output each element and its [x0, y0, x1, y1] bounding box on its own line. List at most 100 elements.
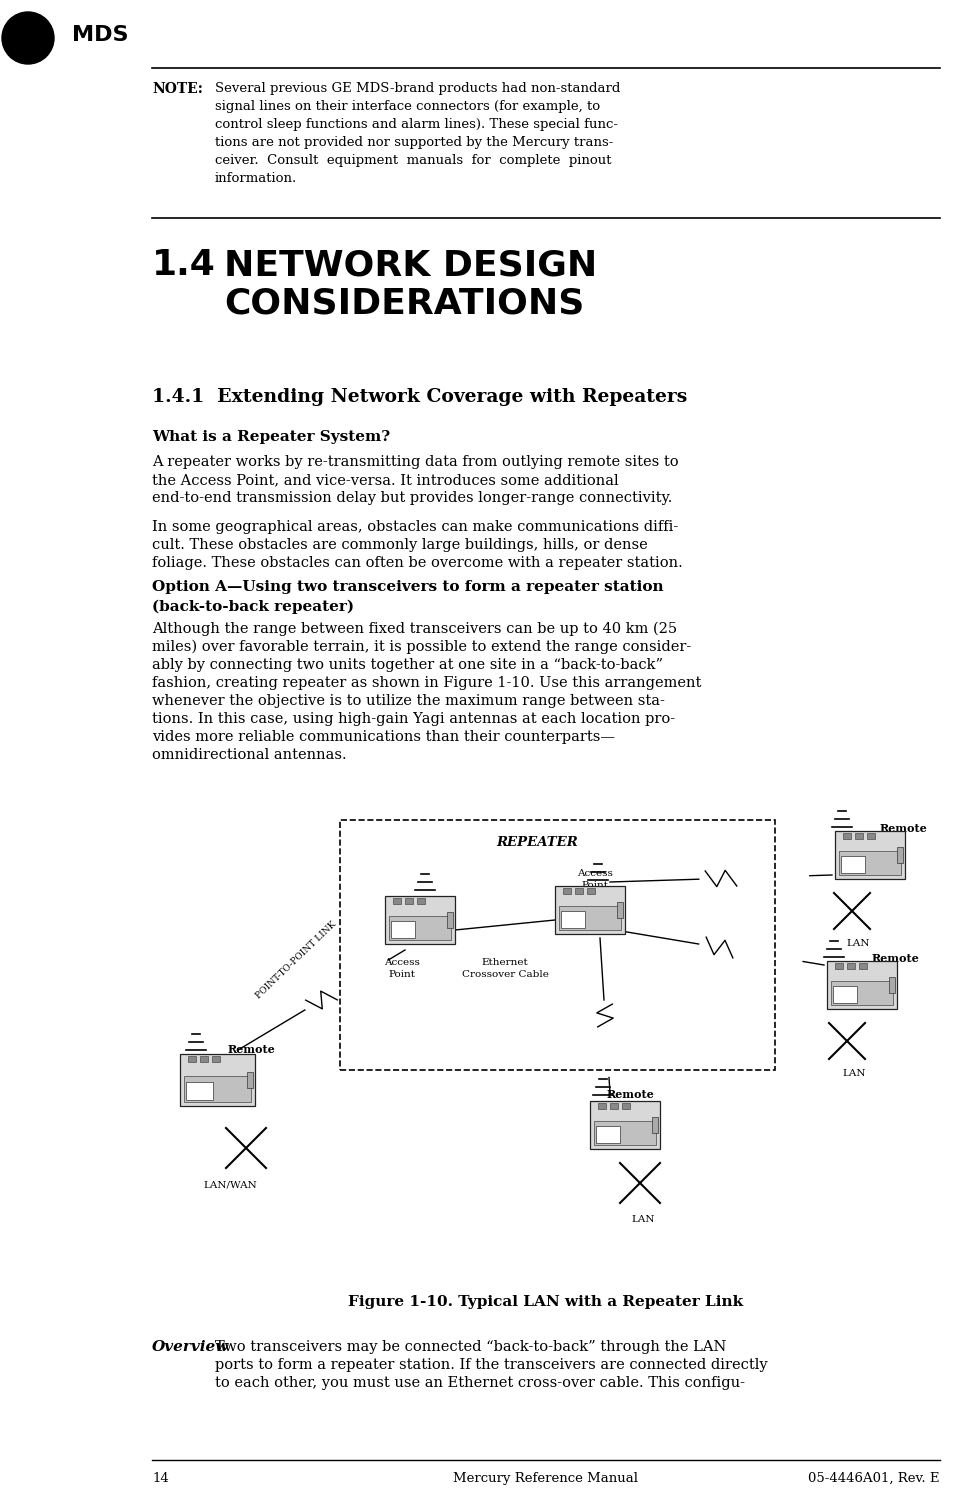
Text: Point: Point	[581, 882, 608, 891]
Text: LAN: LAN	[845, 939, 868, 948]
Bar	[555, 886, 624, 934]
Text: tions. In this case, using high-gain Yagi antennas at each location pro-: tions. In this case, using high-gain Yag…	[152, 713, 675, 726]
Bar	[187, 1082, 212, 1100]
Bar	[858, 963, 867, 969]
Text: Mercury Reference Manual: Mercury Reference Manual	[453, 1472, 638, 1485]
Bar	[447, 912, 453, 928]
Bar	[594, 1121, 655, 1145]
Text: Ethernet: Ethernet	[481, 958, 528, 967]
Bar	[184, 1076, 251, 1102]
Text: Point: Point	[388, 970, 415, 979]
Text: foliage. These obstacles can often be overcome with a repeater station.: foliage. These obstacles can often be ov…	[152, 555, 682, 570]
Text: Remote: Remote	[228, 1043, 276, 1055]
Bar	[339, 820, 775, 1070]
Text: Overview: Overview	[152, 1340, 229, 1353]
Bar	[417, 898, 424, 904]
Bar	[405, 898, 413, 904]
Text: Remote: Remote	[606, 1088, 654, 1100]
Text: What is a Repeater System?: What is a Repeater System?	[152, 430, 389, 445]
Bar	[834, 831, 904, 879]
Text: POINT-TO-POINT LINK: POINT-TO-POINT LINK	[254, 919, 338, 1000]
Bar	[388, 916, 451, 940]
Bar	[826, 961, 896, 1009]
Bar	[621, 1103, 630, 1109]
Bar	[596, 1126, 620, 1144]
Text: fashion, creating repeater as shown in Figure 1-10. Use this arrangement: fashion, creating repeater as shown in F…	[152, 677, 700, 690]
Bar	[846, 963, 854, 969]
Bar	[390, 921, 415, 939]
Text: Access: Access	[576, 868, 612, 879]
Text: REPEATER: REPEATER	[496, 835, 578, 849]
Bar	[854, 832, 863, 838]
Bar	[587, 888, 595, 894]
Bar	[590, 1100, 659, 1150]
Text: MDS: MDS	[72, 25, 128, 45]
Bar	[200, 1055, 208, 1061]
Text: Access: Access	[383, 958, 420, 967]
Bar	[830, 981, 892, 1004]
Text: whenever the objective is to utilize the maximum range between sta-: whenever the objective is to utilize the…	[152, 695, 664, 708]
Circle shape	[15, 24, 41, 51]
Text: LAN/WAN: LAN/WAN	[202, 1180, 256, 1189]
Text: A repeater works by re-transmitting data from outlying remote sites to: A repeater works by re-transmitting data…	[152, 455, 678, 469]
Text: Several previous GE MDS-brand products had non-standard: Several previous GE MDS-brand products h…	[215, 82, 620, 94]
Text: Remote: Remote	[879, 823, 927, 834]
Text: signal lines on their interface connectors (for example, to: signal lines on their interface connecto…	[215, 100, 600, 112]
Text: control sleep functions and alarm lines). These special func-: control sleep functions and alarm lines)…	[215, 118, 617, 132]
Bar	[840, 856, 865, 873]
Text: to each other, you must use an Ethernet cross-over cable. This configu-: to each other, you must use an Ethernet …	[215, 1376, 744, 1391]
Text: end-to-end transmission delay but provides longer-range connectivity.: end-to-end transmission delay but provid…	[152, 491, 672, 504]
Text: cult. These obstacles are commonly large buildings, hills, or dense: cult. These obstacles are commonly large…	[152, 537, 647, 552]
Text: 1.4.1  Extending Network Coverage with Repeaters: 1.4.1 Extending Network Coverage with Re…	[152, 388, 687, 406]
Bar	[562, 888, 570, 894]
Bar	[616, 903, 622, 918]
Text: Crossover Cable: Crossover Cable	[461, 970, 548, 979]
Text: Remote: Remote	[871, 954, 918, 964]
Text: CONSIDERATIONS: CONSIDERATIONS	[224, 286, 584, 320]
Text: ably by connecting two units together at one site in a “back-to-back”: ably by connecting two units together at…	[152, 659, 662, 672]
Bar	[838, 850, 900, 876]
Bar	[867, 832, 874, 838]
Text: ceiver.  Consult  equipment  manuals  for  complete  pinout: ceiver. Consult equipment manuals for co…	[215, 154, 611, 168]
Text: vides more reliable communications than their counterparts—: vides more reliable communications than …	[152, 731, 614, 744]
Bar	[560, 912, 585, 928]
Bar	[651, 1117, 657, 1133]
Text: ports to form a repeater station. If the transceivers are connected directly: ports to form a repeater station. If the…	[215, 1358, 767, 1371]
Bar	[180, 1054, 255, 1106]
Text: the Access Point, and vice-versa. It introduces some additional: the Access Point, and vice-versa. It int…	[152, 473, 618, 487]
Bar	[842, 832, 850, 838]
Text: omnidirectional antennas.: omnidirectional antennas.	[152, 748, 346, 762]
Text: Figure 1-10. Typical LAN with a Repeater Link: Figure 1-10. Typical LAN with a Repeater…	[348, 1295, 743, 1308]
Text: In some geographical areas, obstacles can make communications diffi-: In some geographical areas, obstacles ca…	[152, 519, 678, 534]
Text: LAN: LAN	[631, 1216, 654, 1225]
Bar	[558, 906, 620, 930]
Text: NOTE:: NOTE:	[152, 82, 202, 96]
Bar	[247, 1072, 253, 1088]
Bar	[609, 1103, 617, 1109]
Text: information.: information.	[215, 172, 297, 186]
Bar	[212, 1055, 220, 1061]
Circle shape	[2, 12, 54, 64]
Text: GE: GE	[18, 31, 38, 45]
Bar	[574, 888, 583, 894]
Circle shape	[9, 19, 47, 57]
Text: NETWORK DESIGN: NETWORK DESIGN	[224, 249, 597, 281]
Bar	[832, 987, 857, 1003]
Bar	[834, 963, 842, 969]
Text: miles) over favorable terrain, it is possible to extend the range consider-: miles) over favorable terrain, it is pos…	[152, 641, 690, 654]
Bar	[896, 847, 902, 862]
Text: LAN: LAN	[841, 1069, 865, 1078]
Text: 1.4: 1.4	[152, 249, 216, 281]
Text: 14: 14	[152, 1472, 168, 1485]
Bar	[392, 898, 401, 904]
Circle shape	[5, 15, 51, 61]
Bar	[189, 1055, 197, 1061]
Bar	[384, 897, 455, 945]
Text: (back-to-back repeater): (back-to-back repeater)	[152, 600, 354, 614]
Bar	[598, 1103, 605, 1109]
Text: 05-4446A01, Rev. E: 05-4446A01, Rev. E	[808, 1472, 939, 1485]
Text: Although the range between fixed transceivers can be up to 40 km (25: Although the range between fixed transce…	[152, 621, 677, 636]
Text: Option A—Using two transceivers to form a repeater station: Option A—Using two transceivers to form …	[152, 579, 663, 594]
Bar	[888, 978, 894, 993]
Text: tions are not provided nor supported by the Mercury trans-: tions are not provided nor supported by …	[215, 136, 613, 150]
